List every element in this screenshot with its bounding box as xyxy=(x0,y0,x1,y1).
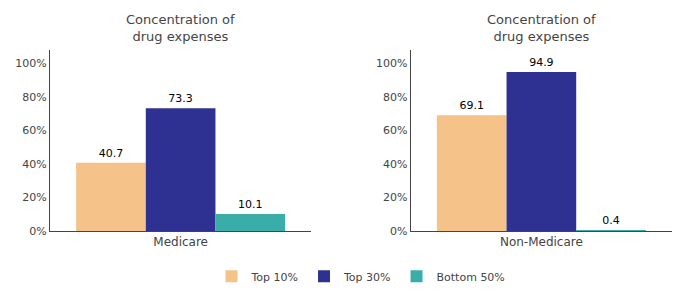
svg-text:Non-Medicare: Non-Medicare xyxy=(500,235,583,249)
svg-text:Medicare: Medicare xyxy=(153,235,208,249)
svg-text:100%: 100% xyxy=(15,57,46,70)
svg-text:80%: 80% xyxy=(22,91,46,104)
svg-text:40%: 40% xyxy=(383,158,407,171)
svg-text:10.1: 10.1 xyxy=(238,198,263,211)
svg-text:20%: 20% xyxy=(383,191,407,204)
svg-text:60%: 60% xyxy=(22,124,46,137)
svg-text:0%: 0% xyxy=(29,225,46,238)
svg-text:60%: 60% xyxy=(383,124,407,137)
svg-text:80%: 80% xyxy=(383,91,407,104)
svg-text:Top 30%: Top 30% xyxy=(343,271,391,284)
svg-text:94.9: 94.9 xyxy=(529,56,554,69)
svg-text:Bottom 50%: Bottom 50% xyxy=(437,271,505,284)
svg-text:73.3: 73.3 xyxy=(168,92,193,105)
svg-text:0%: 0% xyxy=(390,225,407,238)
svg-text:69.1: 69.1 xyxy=(459,99,484,112)
svg-text:Concentration ofdrug expenses: Concentration ofdrug expenses xyxy=(487,12,596,44)
svg-text:40%: 40% xyxy=(22,158,46,171)
svg-text:100%: 100% xyxy=(376,57,407,70)
svg-text:Concentration ofdrug expenses: Concentration ofdrug expenses xyxy=(126,12,235,44)
svg-text:Top 10%: Top 10% xyxy=(251,271,299,284)
svg-text:20%: 20% xyxy=(22,191,46,204)
svg-text:0.4: 0.4 xyxy=(602,214,620,227)
svg-text:40.7: 40.7 xyxy=(99,147,124,160)
